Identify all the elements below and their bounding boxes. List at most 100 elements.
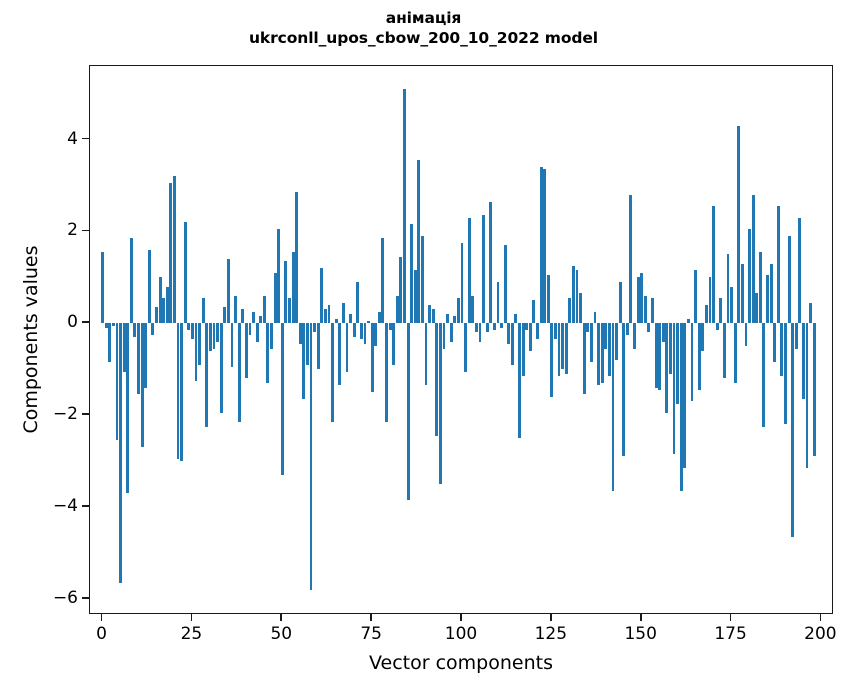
bar: [356, 281, 360, 324]
bar: [539, 167, 543, 324]
bar: [776, 206, 780, 324]
bar: [187, 323, 191, 331]
bar: [223, 307, 227, 324]
y-tick-label: −4: [52, 496, 78, 517]
bar: [798, 217, 802, 324]
bar: [284, 261, 288, 324]
bar: [453, 316, 457, 324]
bar: [589, 323, 593, 363]
x-tick-mark: [280, 614, 283, 621]
bar: [147, 249, 151, 324]
bar: [500, 323, 503, 328]
bar: [208, 323, 212, 351]
bar: [564, 323, 568, 374]
bar: [802, 323, 805, 400]
bar: [137, 323, 140, 395]
bar: [579, 293, 583, 324]
bar: [697, 323, 701, 390]
y-tick-label: −6: [52, 587, 78, 608]
bar: [625, 323, 629, 335]
bar: [234, 295, 237, 324]
bar: [784, 323, 787, 425]
bar: [190, 323, 194, 340]
bar: [316, 323, 320, 370]
bar: [755, 293, 759, 324]
bar: [262, 295, 266, 324]
bar: [467, 217, 471, 324]
bar: [406, 323, 410, 501]
bar: [288, 298, 291, 324]
bar: [183, 222, 187, 324]
x-tick-label: 125: [534, 624, 568, 644]
bar: [618, 281, 622, 324]
bar: [679, 323, 683, 491]
bar: [503, 245, 507, 324]
bar-series: [90, 66, 832, 613]
x-tick-label: 75: [360, 624, 382, 644]
bar: [543, 169, 547, 324]
bar: [446, 314, 450, 324]
bar: [571, 265, 575, 324]
bar: [352, 323, 356, 338]
bar: [607, 323, 611, 377]
bar: [615, 323, 618, 361]
bar: [341, 302, 345, 324]
bar: [266, 323, 270, 383]
bar: [514, 314, 518, 324]
bar: [575, 270, 579, 324]
bar: [291, 252, 295, 324]
bar: [464, 323, 468, 372]
bar: [722, 323, 726, 379]
bar: [119, 323, 122, 583]
bar: [385, 323, 388, 423]
bar: [255, 323, 259, 342]
bar: [252, 311, 255, 324]
x-tick-mark: [550, 614, 552, 621]
bar: [101, 252, 105, 324]
bar: [338, 323, 342, 386]
bar: [428, 304, 432, 324]
bar: [388, 323, 392, 331]
bar: [762, 323, 766, 427]
bar: [277, 229, 281, 324]
x-tick-mark: [729, 614, 732, 621]
bar: [438, 323, 442, 485]
bar: [640, 272, 644, 324]
bar: [672, 323, 676, 455]
bar: [359, 323, 363, 340]
bar: [492, 323, 496, 331]
bar: [582, 323, 586, 395]
bar: [604, 323, 608, 349]
chart-title-line-1: анімація: [385, 9, 462, 27]
bar: [478, 323, 482, 342]
x-tick-label: 175: [714, 624, 747, 644]
bar: [226, 258, 230, 324]
bar: [694, 270, 698, 324]
bar: [327, 304, 331, 324]
bar: [374, 323, 378, 347]
bar: [399, 256, 403, 324]
bar: [597, 323, 601, 386]
bar: [600, 323, 604, 383]
y-tick-label: 0: [67, 312, 78, 333]
bar: [111, 323, 115, 326]
bar: [104, 323, 108, 328]
bar: [561, 323, 565, 370]
x-tick-mark: [460, 614, 462, 621]
bar: [460, 242, 464, 324]
bar: [751, 194, 755, 324]
bar: [536, 323, 539, 340]
bar: [701, 323, 705, 351]
bar: [122, 323, 126, 372]
bar: [413, 270, 417, 324]
bar: [165, 286, 169, 324]
bar: [773, 323, 777, 363]
bar: [115, 323, 119, 441]
y-axis-tick-labels: 4 2 0 −2 −4 −6: [28, 0, 78, 696]
bar: [629, 194, 633, 324]
bar: [435, 323, 439, 436]
bar: [129, 238, 133, 324]
bar: [370, 323, 374, 393]
bar: [133, 323, 137, 338]
bar: [704, 304, 708, 324]
